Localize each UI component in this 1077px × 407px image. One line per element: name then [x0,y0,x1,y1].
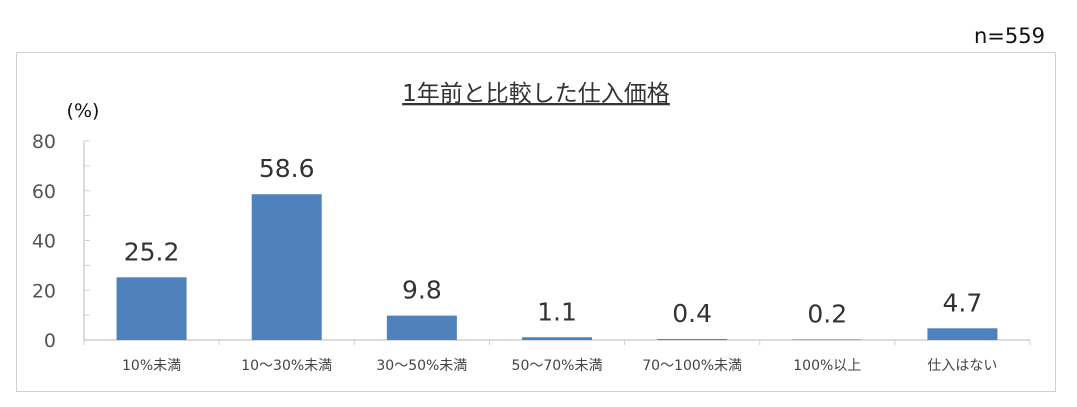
data-label: 1.1 [537,297,577,326]
x-tick-label: 10%未満 [122,358,181,374]
bar [386,315,457,340]
x-tick-label: 50～70%未満 [512,358,603,374]
y-axis-label: (%) [67,100,100,122]
bar [657,339,728,340]
chart-frame [16,52,1056,392]
data-label: 25.2 [124,237,180,266]
y-tick-label: 80 [32,131,56,153]
x-tick-label: 70～100%未満 [642,358,742,374]
y-tick-label: 20 [32,280,56,302]
data-label: 9.8 [402,276,442,305]
x-tick-label: 仕入はない [927,358,997,374]
bar [116,277,187,340]
bar [927,328,998,340]
bar [522,337,592,340]
sample-size: n=559 [974,24,1045,48]
y-tick-label: 40 [32,231,56,253]
y-tick-label: 0 [44,330,56,352]
data-label: 0.4 [672,299,712,328]
x-tick-label: 100%以上 [793,358,861,374]
bar [251,194,322,340]
data-label: 0.2 [807,300,847,329]
x-tick-label: 10～30%未満 [241,358,332,374]
x-tick-label: 30～50%未満 [376,358,467,374]
data-label: 4.7 [943,288,983,317]
data-label: 58.6 [259,154,315,183]
y-tick-label: 60 [32,181,56,203]
chart-title: 1年前と比較した仕入価格 [402,81,670,107]
